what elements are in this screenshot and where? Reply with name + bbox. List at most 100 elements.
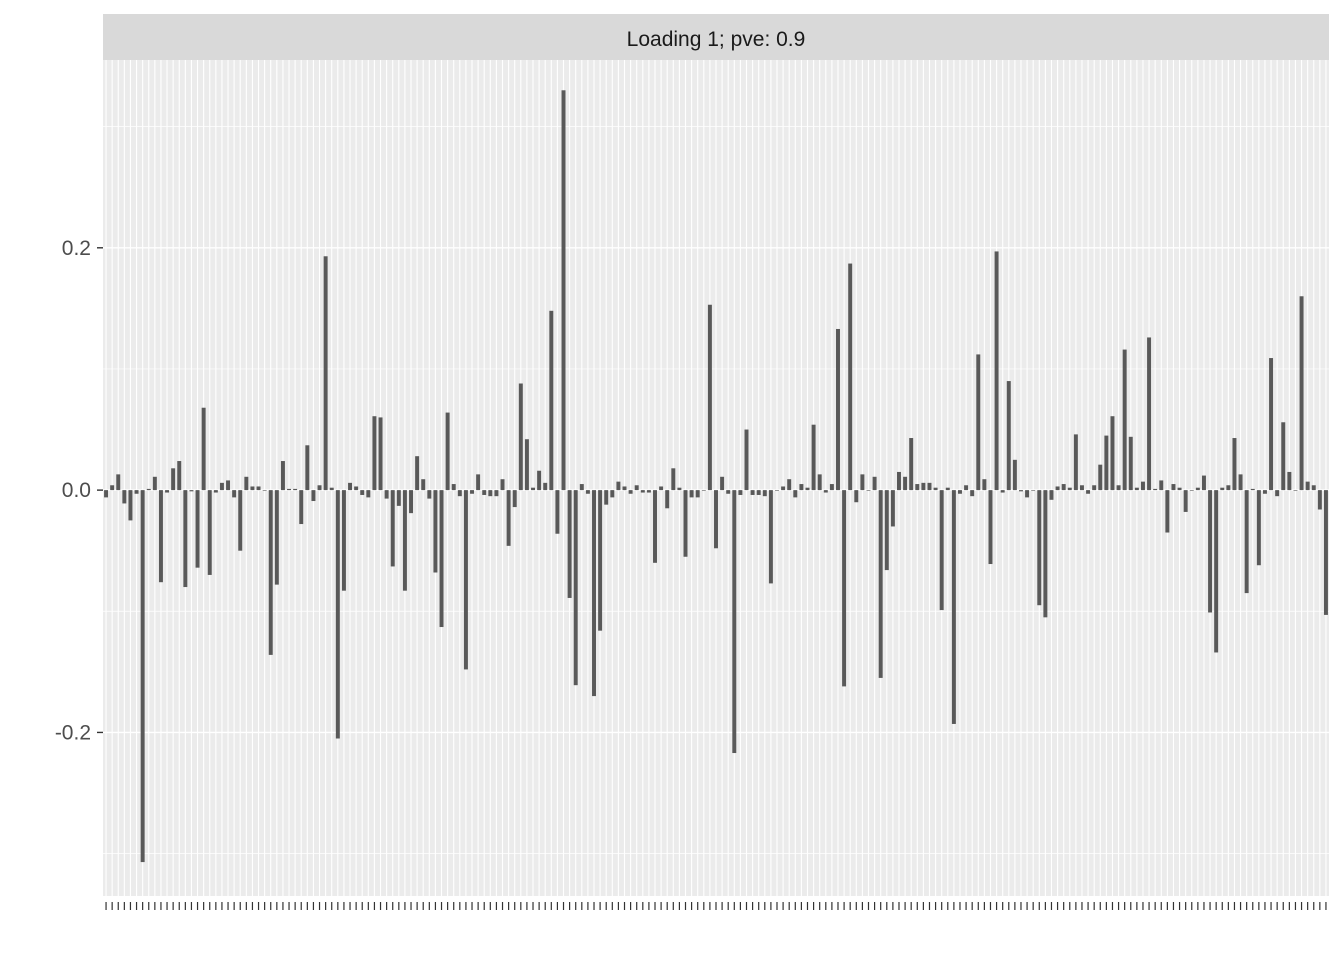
bar (396, 490, 401, 506)
bar (573, 490, 578, 686)
bar (329, 487, 334, 491)
bar (348, 482, 353, 491)
bar (585, 490, 590, 494)
bar (390, 490, 395, 567)
bar (555, 490, 560, 534)
bar (665, 490, 670, 509)
bar (207, 490, 212, 575)
bar (982, 479, 987, 491)
y-tick-label: 0.2 (62, 237, 91, 260)
bar (976, 354, 981, 491)
bar (317, 485, 322, 491)
bar (110, 485, 115, 491)
bar (854, 490, 859, 503)
bar (1281, 422, 1286, 491)
bar (683, 490, 688, 557)
bar (817, 474, 822, 491)
bar (884, 490, 889, 571)
bar (1275, 490, 1280, 497)
bar (1012, 459, 1017, 491)
bar (1104, 435, 1109, 491)
bar (274, 490, 279, 585)
bar (811, 424, 816, 491)
bar (244, 476, 249, 491)
bar (1311, 485, 1316, 491)
bar (280, 461, 285, 491)
bar (518, 383, 523, 491)
bar (250, 486, 255, 491)
bar (592, 490, 596, 697)
bar (921, 482, 926, 491)
bar (994, 251, 999, 491)
bar (738, 490, 743, 495)
bar (543, 482, 548, 491)
bar (939, 490, 944, 611)
bar (366, 490, 371, 498)
bar (909, 438, 914, 491)
bar (1305, 481, 1310, 491)
bar (378, 417, 383, 491)
bar (500, 479, 505, 491)
bar (604, 490, 609, 505)
bar (842, 490, 847, 687)
bar (415, 456, 420, 491)
bar (1317, 490, 1322, 510)
bar (598, 490, 603, 631)
bar (116, 474, 121, 491)
bar (311, 490, 316, 502)
bar (945, 487, 950, 491)
bar (439, 490, 444, 628)
bar (268, 490, 273, 655)
bar (732, 490, 737, 754)
bar (567, 490, 572, 598)
bar (915, 484, 920, 491)
bar (1226, 485, 1231, 491)
bar (866, 490, 871, 491)
bar (1153, 488, 1158, 491)
bar (872, 476, 877, 491)
bar (1067, 487, 1072, 491)
bar (964, 485, 969, 491)
bar (262, 490, 267, 491)
bar (1049, 490, 1054, 500)
bar (1128, 436, 1133, 491)
bar (927, 482, 932, 491)
bar (622, 486, 627, 491)
strip-background (103, 14, 1329, 60)
bar (1269, 358, 1274, 491)
bar (226, 480, 231, 491)
bar (805, 487, 810, 491)
bar (1092, 485, 1097, 491)
bar (756, 490, 761, 495)
bar (165, 490, 170, 493)
bar (610, 490, 615, 498)
bar (189, 490, 194, 492)
bar (1293, 490, 1298, 491)
bar (402, 490, 407, 591)
bar (1134, 487, 1139, 491)
bar (1079, 485, 1084, 491)
bar (726, 490, 731, 494)
bar (1147, 337, 1152, 491)
bar (293, 488, 298, 491)
bar (1287, 471, 1292, 491)
bar (183, 490, 188, 588)
bar (1201, 475, 1206, 491)
bar (659, 486, 664, 491)
bar (829, 484, 834, 491)
bar (1323, 490, 1328, 615)
bar (1018, 490, 1023, 492)
bar (512, 490, 517, 508)
bar (768, 490, 773, 584)
bar (433, 490, 438, 573)
bar (1025, 490, 1030, 498)
bar (860, 474, 865, 491)
bar (1086, 490, 1091, 494)
bar (494, 490, 499, 497)
bar (524, 439, 529, 491)
bar (549, 310, 554, 491)
bar (232, 490, 237, 498)
bar (354, 486, 359, 491)
bar (1189, 490, 1194, 491)
bar (537, 470, 542, 491)
